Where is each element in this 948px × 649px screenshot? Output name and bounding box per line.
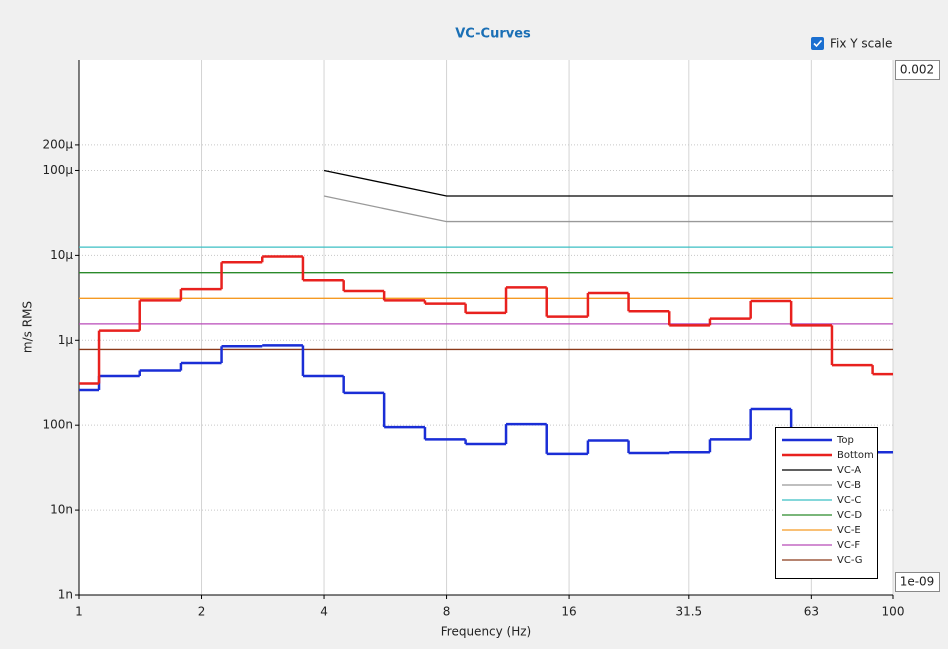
plot-area	[79, 60, 893, 595]
x-tick-label: 63	[804, 605, 819, 619]
y-tick-label: 10µ	[50, 248, 73, 262]
ymin-input-text[interactable]: 1e-09	[900, 575, 935, 589]
chart-title: VC-Curves	[455, 27, 531, 42]
legend-label: VC-D	[837, 510, 862, 521]
x-tick-label: 4	[320, 605, 328, 619]
ymax-input-text[interactable]: 0.002	[900, 63, 934, 77]
y-tick-label: 100n	[42, 418, 73, 432]
ymax-input[interactable]	[895, 60, 940, 80]
vc-line	[323, 169, 893, 197]
legend-label: VC-E	[837, 525, 861, 536]
y-tick-label: 1n	[58, 588, 73, 602]
legend-label: VC-G	[837, 555, 863, 566]
y-tick-label: 200µ	[42, 137, 73, 151]
vc-line	[323, 195, 893, 223]
checkbox-check	[813, 39, 823, 48]
y-axis-label: m/s RMS	[21, 301, 35, 353]
legend-label: Top	[836, 435, 854, 446]
ymin-input[interactable]	[895, 572, 940, 592]
x-tick-label: 8	[443, 605, 451, 619]
checkbox-label[interactable]: Fix Y scale	[830, 37, 892, 51]
y-tick-label: 100µ	[42, 163, 73, 177]
fix-y-checkbox[interactable]	[811, 37, 824, 50]
x-tick-label: 16	[561, 605, 576, 619]
legend-label: VC-F	[837, 540, 860, 551]
x-tick-label: 2	[198, 605, 206, 619]
x-tick-label: 1	[75, 605, 83, 619]
y-tick-label: 10n	[50, 503, 73, 517]
x-tick-label: 100	[882, 605, 905, 619]
legend-label: VC-A	[837, 465, 861, 476]
legend-label: VC-C	[837, 495, 861, 506]
x-tick-label: 31.5	[675, 605, 702, 619]
legend-box	[775, 427, 878, 579]
legend-label: VC-B	[837, 480, 861, 491]
legend-label: Bottom	[837, 450, 874, 461]
x-axis-label: Frequency (Hz)	[441, 625, 532, 639]
y-tick-label: 1µ	[58, 333, 74, 347]
